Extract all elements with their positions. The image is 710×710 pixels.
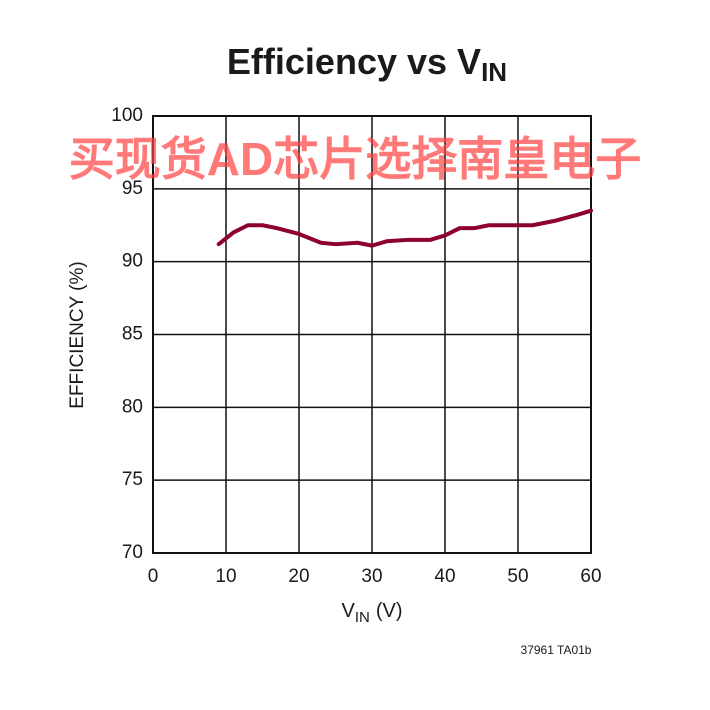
data-line [216,208,593,248]
title-subscript: IN [481,57,507,87]
x-tick-label: 10 [215,566,236,587]
y-tick-label: 95 [122,178,143,199]
y-tick-label: 85 [122,324,143,345]
y-tick-label: 80 [122,396,143,417]
title-main: Efficiency vs V [227,41,481,82]
y-tick-label: 90 [122,251,143,272]
watermark: 买现货AD芯片选择南皇电子 [69,133,641,185]
x-tick-label: 50 [507,566,528,587]
x-tick-label: 30 [361,566,382,587]
x-tick-label: 40 [434,566,455,587]
y-tick-label: 100 [111,105,143,126]
x-tick-label: 20 [288,566,309,587]
y-tick-label: 70 [122,542,143,563]
plot-frame [152,115,592,554]
x-tick-label: 60 [580,566,601,587]
x-label-main: V [341,600,355,622]
x-axis-label: VIN (V) [341,600,402,626]
chart-title: Efficiency vs VIN [227,41,507,87]
y-axis-label: EFFICIENCY (%) [67,261,88,408]
x-label-unit: (V) [376,600,403,622]
figure-id: 37961 TA01b [521,643,592,657]
y-tick-label: 75 [122,469,143,490]
x-tick-label: 0 [148,566,159,587]
x-label-subscript: IN [355,609,370,626]
